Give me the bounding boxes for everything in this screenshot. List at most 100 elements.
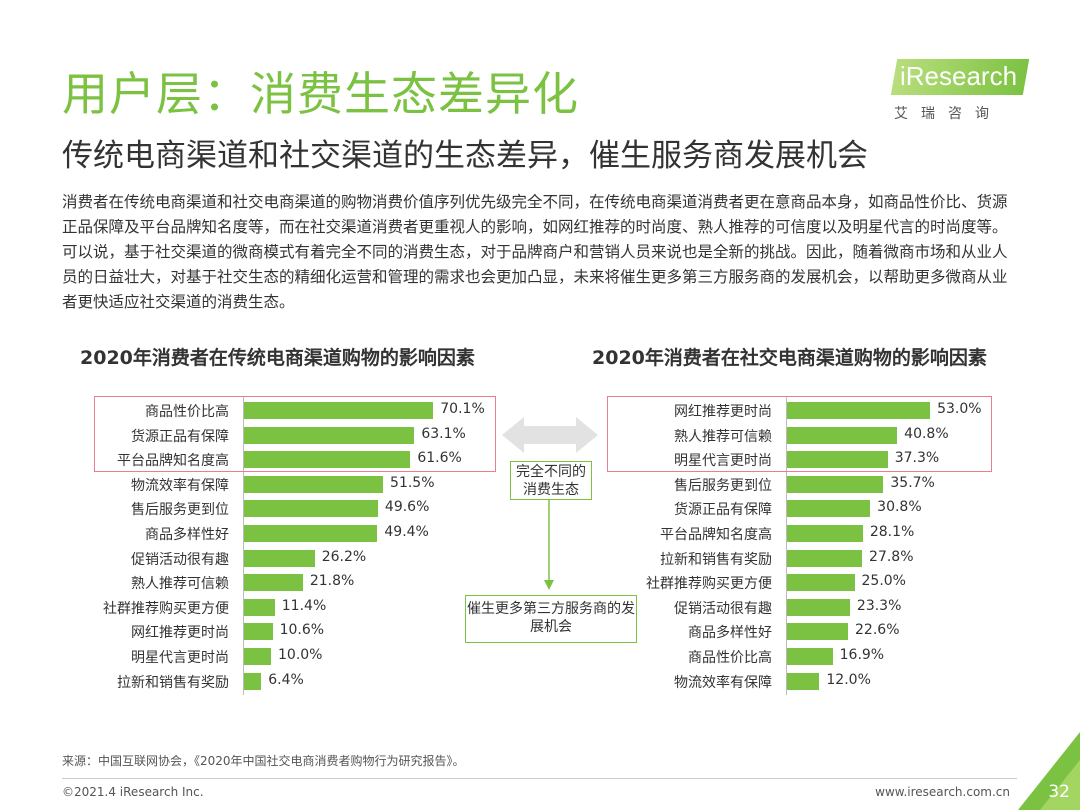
category-label: 物流效率有保障 [131,477,229,494]
category-row: 平台品牌知名度高 [0,447,229,471]
bar [244,549,315,567]
callout-service-opportunity: 催生更多第三方服务商的发展机会 [465,595,637,643]
bar-value-label: 11.4% [281,597,327,614]
bar [787,500,871,518]
bar-value-label: 49.6% [384,499,430,516]
bar-value-label: 26.2% [321,548,367,565]
bar [787,451,888,469]
bar [787,402,931,419]
category-label: 商品多样性好 [688,625,772,642]
category-label: 促销活动很有趣 [131,551,229,568]
bar-value-label: 37.3% [894,450,940,467]
body-paragraph: 消费者在传统电商渠道和社交电商渠道的购物消费价值序列优先级完全不同，在传统电商渠… [62,193,1008,311]
category-label: 社群推荐购买更方便 [646,576,772,593]
category-label: 平台品牌知名度高 [117,453,229,470]
category-row: 熟人推荐可信赖 [0,423,772,447]
category-row: 拉新和销售有奖励 [0,546,772,570]
bar [244,500,378,518]
bar [244,623,273,641]
bar-value-label: 12.0% [826,671,871,688]
bar-value-label: 63.1% [421,425,466,442]
bar [244,451,411,469]
bar-value-label: 10.6% [279,622,325,639]
bar-value-label: 27.8% [869,548,914,565]
left-highlight-box [94,396,496,472]
category-row: 社群推荐购买更方便 [0,570,772,594]
bar [787,574,855,592]
copyright: ©2021.4 iResearch Inc. [62,785,204,799]
bar [244,574,303,592]
bar [787,525,863,542]
iresearch-logo: iResearch 艾瑞咨询 [888,55,1033,125]
category-label: 明星代言更时尚 [131,650,229,666]
category-row: 售后服务更到位 [0,496,229,520]
category-row: 商品性价比高 [0,398,229,422]
category-label: 拉新和销售有奖励 [117,674,229,691]
page-number: 32 [1048,782,1070,802]
bar-value-label: 22.6% [855,622,900,639]
bar [787,598,850,616]
category-row: 货源正品有保障 [0,423,229,447]
category-row: 平台品牌知名度高 [0,521,772,545]
category-label: 明星代言更时尚 [674,453,772,470]
page-title: 用户层：消费生态差异化 [62,67,579,121]
category-row: 促销活动很有趣 [0,546,229,570]
category-row: 明星代言更时尚 [0,644,229,668]
category-row: 明星代言更时尚 [0,447,772,471]
bar-value-label: 25.0% [861,573,906,590]
category-label: 熟人推荐可信赖 [131,576,229,593]
corner-decoration-light [1040,760,1080,810]
category-row: 拉新和销售有奖励 [0,669,229,693]
bar-value-label: 21.8% [309,573,355,590]
category-label: 售后服务更到位 [131,502,229,519]
logo-chinese: 艾瑞咨询 [894,106,1002,122]
category-row: 商品多样性好 [0,521,229,545]
category-label: 售后服务更到位 [674,477,772,494]
category-label: 货源正品有保障 [131,428,229,445]
category-row: 商品性价比高 [0,644,772,668]
category-label: 商品性价比高 [145,404,229,420]
bar [787,426,898,444]
category-row: 货源正品有保障 [0,496,772,520]
category-row: 物流效率有保障 [0,472,229,496]
callout-different-ecology: 完全不同的消费生态 [510,461,592,500]
connector-arrow-icon [544,498,554,590]
bar-value-label: 53.0% [937,401,982,417]
bar-value-label: 61.6% [417,450,462,467]
bar [244,648,271,665]
right-highlight-box [607,396,992,472]
bar-value-label: 28.1% [869,524,915,540]
category-row: 网红推荐更时尚 [0,398,772,422]
bar-value-label: 35.7% [890,474,935,491]
page-subtitle: 传统电商渠道和社交渠道的生态差异，催生服务商发展机会 [62,138,868,174]
category-label: 货源正品有保障 [674,502,772,519]
bar [787,623,849,641]
bar-value-label: 6.4% [268,671,304,688]
bar [244,402,434,419]
bar-value-label: 16.9% [839,647,885,663]
category-row: 网红推荐更时尚 [0,619,229,643]
category-row: 商品多样性好 [0,619,772,643]
bar-value-label: 23.3% [856,597,902,614]
right-chart-title: 2020年消费者在社交电商渠道购物的影响因素 [592,347,987,369]
category-label: 促销活动很有趣 [674,600,772,617]
left-chart-title: 2020年消费者在传统电商渠道购物的影响因素 [80,347,475,369]
category-label: 商品性价比高 [688,650,772,666]
bar [787,475,884,493]
category-label: 社群推荐购买更方便 [103,600,229,617]
footer-divider [62,778,1017,779]
bar-value-label: 49.4% [384,524,429,540]
bar-value-label: 10.0% [278,647,323,663]
category-row: 社群推荐购买更方便 [0,595,229,619]
chart-axis-line [786,396,787,696]
chart-axis-line [243,396,244,696]
category-label: 商品多样性好 [145,527,229,543]
category-row: 物流效率有保障 [0,669,772,693]
category-label: 物流效率有保障 [674,674,772,691]
category-label: 熟人推荐可信赖 [674,428,772,445]
category-label: 平台品牌知名度高 [660,527,772,543]
category-row: 熟人推荐可信赖 [0,570,229,594]
double-arrow-icon [502,417,598,453]
category-label: 拉新和销售有奖励 [660,551,772,568]
logo-brand: iResearch [900,61,1018,91]
